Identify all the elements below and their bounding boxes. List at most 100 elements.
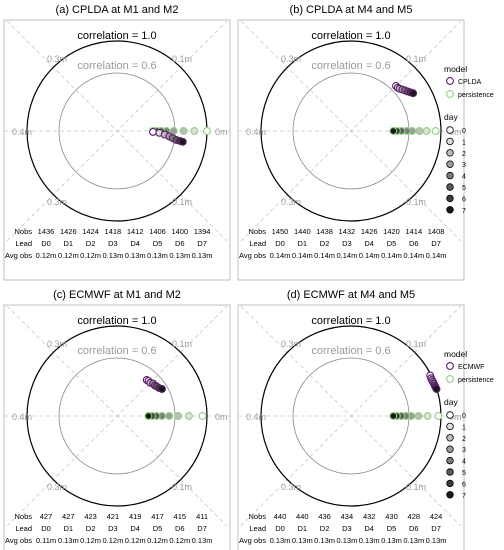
panel-title: (c) ECMWF at M1 and M2 xyxy=(53,289,181,301)
rmse-label-lower-left: 0.3m xyxy=(47,482,67,492)
avg-obs-cell: 0.13m xyxy=(125,251,146,260)
nobs-cell: 417 xyxy=(151,512,164,521)
legend-day-swatch xyxy=(446,411,454,419)
lead-row-label: Lead xyxy=(15,239,32,248)
avg-obs-cell: 0.12m xyxy=(36,251,57,260)
rmse-label-upper-right: 0.1m xyxy=(406,54,426,64)
corr-inner-label: correlation = 0.6 xyxy=(77,345,156,357)
legend-day-swatch xyxy=(446,194,454,203)
avg-obs-cell: 0.14m xyxy=(359,251,380,260)
avg-obs-cell: 0.13m xyxy=(192,536,213,545)
legend-day-title: day xyxy=(444,112,458,122)
legend: model ECMWF persistence day 0 1 2 3 4 5 6 7 xyxy=(444,349,494,500)
lead-cell: D4 xyxy=(364,524,374,533)
persistence-point xyxy=(415,127,424,135)
lead-cell: D3 xyxy=(108,239,118,248)
persistence-point xyxy=(422,127,431,135)
avg-obs-cell: 0.13m xyxy=(426,536,447,545)
lead-row-label: Lead xyxy=(15,524,32,533)
avg-obs-cell: 0.13m xyxy=(381,536,402,545)
lead-cell: D6 xyxy=(175,524,185,533)
nobs-cell: 415 xyxy=(174,512,187,521)
legend-day-swatch xyxy=(446,171,454,180)
persistence-point xyxy=(389,127,398,135)
avg-obs-cell: 0.12m xyxy=(102,536,123,545)
nobs-cell: 427 xyxy=(40,512,53,521)
lead-cell: D2 xyxy=(86,524,96,533)
persistence-point xyxy=(389,412,398,420)
nobs-cell: 1450 xyxy=(272,227,289,236)
lead-cell: D3 xyxy=(342,239,352,248)
avg-obs-cell: 0.12m xyxy=(169,536,190,545)
nobs-cell: 436 xyxy=(318,512,331,521)
lead-cell: D2 xyxy=(320,239,330,248)
legend-model-swatch xyxy=(446,362,454,370)
legend-day-swatch xyxy=(446,126,454,134)
corr-outer-label: correlation = 1.0 xyxy=(311,315,390,327)
nobs-cell: 1440 xyxy=(294,227,311,236)
persistence-point xyxy=(198,412,207,420)
avg-obs-cell: 0.12m xyxy=(58,251,79,260)
nobs-cell: 1438 xyxy=(316,227,333,236)
lead-cell: D1 xyxy=(298,239,308,248)
rmse-label-right: 0m xyxy=(449,127,462,137)
avg-obs-cell: 0.13m xyxy=(314,536,335,545)
rmse-label-right: 0m xyxy=(215,412,228,422)
persistence-point xyxy=(179,127,188,135)
nobs-cell: 1406 xyxy=(149,227,166,236)
persistence-point xyxy=(423,412,432,420)
lead-cell: D0 xyxy=(41,239,51,248)
corr-inner-label: correlation = 0.6 xyxy=(311,345,390,357)
rmse-label-left: 0.4m xyxy=(246,412,266,422)
legend-day-swatch xyxy=(446,468,454,476)
grid-axis-diagonal-up xyxy=(6,305,228,527)
legend-day-swatch xyxy=(446,206,454,214)
avg-obs-cell: 0.14m xyxy=(336,251,357,260)
avg-obs-cell: 0.14m xyxy=(426,251,447,260)
avg-obs-row-label: Avg obs xyxy=(239,536,266,545)
rmse-label-lower-left: 0.3m xyxy=(281,482,301,492)
legend-model-item: persistence xyxy=(458,92,494,99)
lead-cell: D0 xyxy=(275,524,285,533)
lead-cell: D4 xyxy=(130,239,140,248)
nobs-cell: 440 xyxy=(274,512,287,521)
nobs-cell: 1418 xyxy=(105,227,122,236)
lead-row-label: Lead xyxy=(249,524,266,533)
nobs-cell: 1394 xyxy=(194,227,211,236)
lead-cell: D2 xyxy=(320,524,330,533)
nobs-cell: 428 xyxy=(408,512,421,521)
nobs-cell: 430 xyxy=(385,512,398,521)
lead-cell: D7 xyxy=(197,239,207,248)
avg-obs-cell: 0.12m xyxy=(80,536,101,545)
nobs-row-label: Nobs xyxy=(248,512,266,521)
lead-cell: D6 xyxy=(409,239,419,248)
legend-day-title: day xyxy=(444,397,458,407)
nobs-cell: 1420 xyxy=(383,227,400,236)
corr-outer-label: correlation = 1.0 xyxy=(311,30,390,42)
legend-model-swatch xyxy=(446,77,454,85)
legend-model-swatch xyxy=(446,375,454,383)
rmse-label-upper-left: 0.3m xyxy=(281,54,301,64)
chart-panel: (c) ECMWF at M1 and M2 correlation = 1.0 c… xyxy=(3,289,231,550)
legend: model CPLDA persistence day 0 1 2 3 4 5 6 7 xyxy=(444,64,494,215)
nobs-cell: 1408 xyxy=(428,227,445,236)
panel-frame xyxy=(237,19,465,281)
legend-day-item: 0 xyxy=(462,413,466,420)
rmse-label-lower-left: 0.3m xyxy=(281,197,301,207)
panel-frame xyxy=(3,304,231,550)
nobs-cell: 421 xyxy=(107,512,120,521)
avg-obs-cell: 0.13m xyxy=(292,536,313,545)
legend-day-item: 2 xyxy=(462,436,466,443)
lead-cell: D1 xyxy=(298,524,308,533)
model-point xyxy=(178,137,187,146)
rmse-label-upper-right: 0.1m xyxy=(406,339,426,349)
legend-day-item: 0 xyxy=(462,128,466,135)
nobs-cell: 423 xyxy=(84,512,97,521)
legend-day-item: 6 xyxy=(462,481,466,488)
persistence-point xyxy=(144,412,153,420)
nobs-row-label: Nobs xyxy=(14,227,32,236)
legend-day-swatch xyxy=(446,137,454,146)
chart-panel: (a) CPLDA at M1 and M2 correlation = 1.0 c… xyxy=(3,4,231,281)
lead-cell: D4 xyxy=(364,239,374,248)
legend-model-item: CPLDA xyxy=(458,79,482,86)
